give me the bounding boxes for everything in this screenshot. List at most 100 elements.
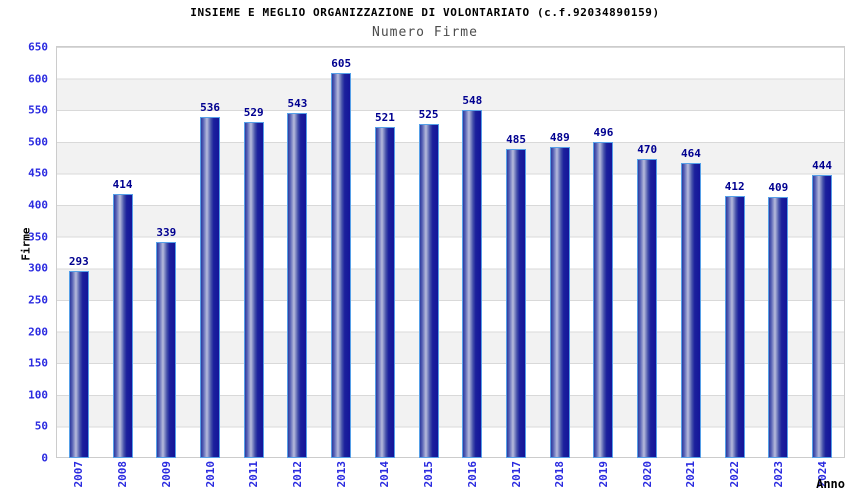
x-tick-2012: 2012 <box>276 461 320 497</box>
y-tick-label: 550 <box>28 103 48 117</box>
x-tick-label: 2021 <box>684 461 698 488</box>
y-tick-label: 250 <box>28 293 48 307</box>
bar-slot-2018: 489 <box>538 47 582 458</box>
y-tick-label: 100 <box>28 388 48 402</box>
x-tick-2008: 2008 <box>101 461 145 497</box>
chart-title: INSIEME E MEGLIO ORGANIZZAZIONE DI VOLON… <box>190 6 660 19</box>
bar-slot-2014: 521 <box>363 47 407 458</box>
bar-2008 <box>112 194 133 458</box>
bar-value-label: 414 <box>112 178 133 192</box>
x-tick-label: 2019 <box>596 461 610 488</box>
bar-2021 <box>680 162 701 458</box>
x-tick-2014: 2014 <box>363 461 407 497</box>
bar-slot-2008: 414 <box>101 47 145 458</box>
bar-2017 <box>506 149 527 458</box>
bar-slot-2021: 464 <box>669 47 713 458</box>
bar-2023 <box>768 197 789 458</box>
x-tick-2019: 2019 <box>582 461 626 497</box>
y-tick-label: 400 <box>28 198 48 212</box>
y-axis-title: Firme <box>19 227 33 261</box>
x-tick-label: 2023 <box>771 461 785 488</box>
x-tick-label: 2016 <box>465 461 479 488</box>
x-tick-label: 2008 <box>116 461 130 488</box>
x-tick-2023: 2023 <box>757 461 801 497</box>
bar-value-label: 293 <box>68 254 89 268</box>
bar-value-label: 489 <box>549 130 570 144</box>
x-tick-label: 2015 <box>422 461 436 488</box>
x-tick-label: 2012 <box>290 461 304 488</box>
bar-2018 <box>549 146 570 458</box>
x-tick-label: 2020 <box>640 461 654 488</box>
plot-area <box>56 46 845 458</box>
x-tick-2015: 2015 <box>407 461 451 497</box>
bar-slot-2024: 444 <box>800 47 844 458</box>
x-tick-2007: 2007 <box>57 461 101 497</box>
bar-2016 <box>462 109 483 458</box>
x-tick-2013: 2013 <box>319 461 363 497</box>
bar-value-label: 339 <box>156 225 177 239</box>
bar-value-label: 409 <box>768 181 789 195</box>
x-tick-2022: 2022 <box>713 461 757 497</box>
y-tick-label: 0 <box>41 451 48 465</box>
bar-value-label: 605 <box>331 57 352 71</box>
bar-value-label: 548 <box>462 93 483 107</box>
bar-slot-2017: 485 <box>494 47 538 458</box>
bar-2024 <box>812 175 833 458</box>
bar-slot-2022: 412 <box>713 47 757 458</box>
x-tick-label: 2014 <box>378 461 392 488</box>
y-tick-label: 200 <box>28 325 48 339</box>
bar-slot-2007: 293 <box>57 47 101 458</box>
x-tick-label: 2013 <box>334 461 348 488</box>
x-tick-2010: 2010 <box>188 461 232 497</box>
bar-2010 <box>200 117 221 458</box>
x-tick-2018: 2018 <box>538 461 582 497</box>
bar-2020 <box>637 158 658 458</box>
bar-slot-2011: 529 <box>232 47 276 458</box>
bar-value-label: 496 <box>593 126 614 140</box>
bar-value-label: 412 <box>724 179 745 193</box>
x-tick-2016: 2016 <box>450 461 494 497</box>
bar-slot-2020: 470 <box>625 47 669 458</box>
y-tick-label: 50 <box>34 419 48 433</box>
x-tick-label: 2022 <box>728 461 742 488</box>
bar-slot-2015: 525 <box>407 47 451 458</box>
bar-2009 <box>156 241 177 458</box>
bar-slot-2023: 409 <box>757 47 801 458</box>
y-tick-label: 500 <box>28 135 48 149</box>
bar-2014 <box>374 126 395 458</box>
x-tick-2021: 2021 <box>669 461 713 497</box>
x-axis: 2007 2008 2009 2010 2011 2012 2013 2014 2015 2016… <box>57 461 844 497</box>
y-tick-label: 600 <box>28 72 48 86</box>
bar-2019 <box>593 142 614 458</box>
bar-2015 <box>418 124 439 458</box>
x-axis-title: Anno <box>816 477 845 491</box>
y-tick-label: 450 <box>28 166 48 180</box>
x-tick-2011: 2011 <box>232 461 276 497</box>
x-tick-label: 2009 <box>159 461 173 488</box>
bar-slot-2010: 536 <box>188 47 232 458</box>
bar-2011 <box>243 121 264 458</box>
y-axis: 0 50 100 150 200 250 300 350 400 450 500 550 600 650 <box>0 42 48 464</box>
bar-2007 <box>68 270 89 458</box>
bar-slot-2019: 496 <box>582 47 626 458</box>
x-tick-2020: 2020 <box>625 461 669 497</box>
bar-slot-2013: 605 <box>319 47 363 458</box>
bar-value-label: 525 <box>418 108 439 122</box>
bars-layer: 293 414 339 536 529 543 605 521 525 548 485 489 496 4… <box>57 47 844 458</box>
bar-2022 <box>724 195 745 458</box>
bar-slot-2009: 339 <box>144 47 188 458</box>
y-tick-label: 150 <box>28 356 48 370</box>
x-tick-label: 2007 <box>72 461 86 488</box>
bar-value-label: 464 <box>680 146 701 160</box>
bar-value-label: 485 <box>506 133 526 147</box>
y-tick-label: 300 <box>28 261 48 275</box>
x-tick-label: 2011 <box>247 461 261 488</box>
bar-value-label: 444 <box>812 159 833 173</box>
bar-value-label: 536 <box>200 101 220 115</box>
bar-value-label: 521 <box>374 110 395 124</box>
bar-slot-2012: 543 <box>276 47 320 458</box>
bar-value-label: 529 <box>243 105 264 119</box>
x-tick-2009: 2009 <box>144 461 188 497</box>
chart-subtitle: Numero Firme <box>372 25 478 40</box>
